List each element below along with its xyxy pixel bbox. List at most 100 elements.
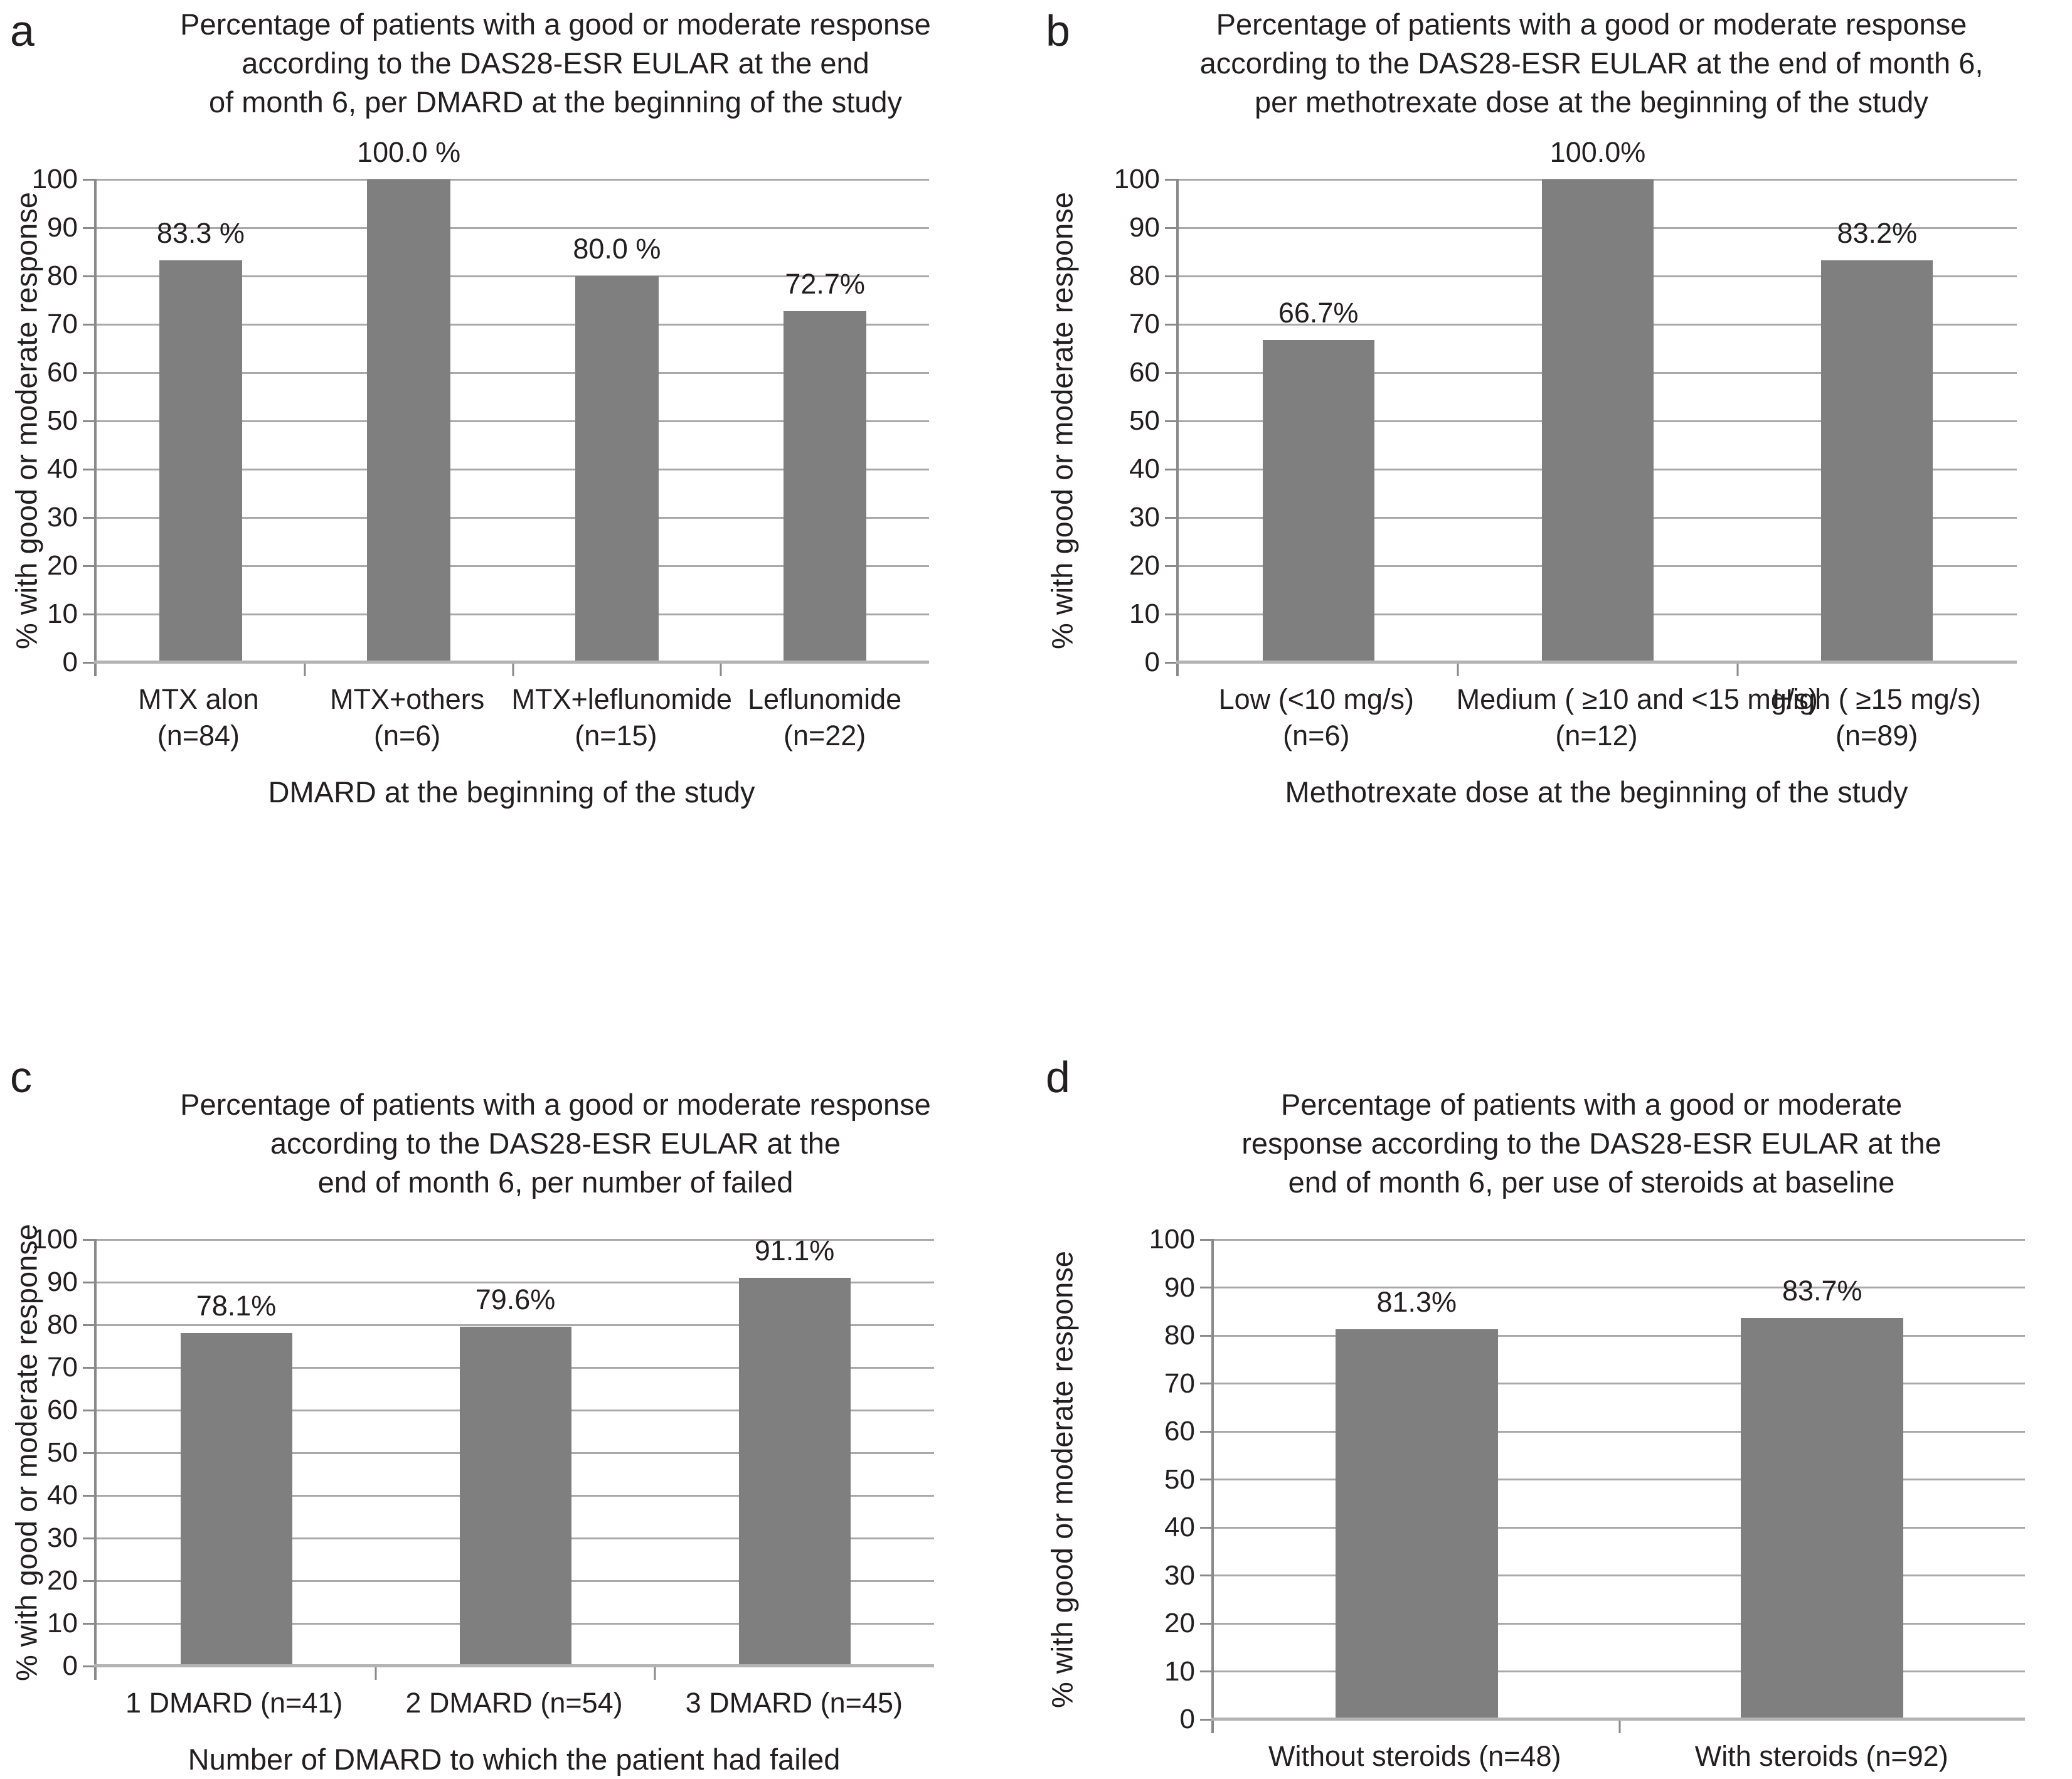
x-tick-mark [375,1666,377,1680]
y-tick-mark [83,178,97,181]
y-tick-mark [83,1409,97,1411]
panel-a: a Percentage of patients with a good or m… [0,0,1036,897]
panel-b: b Percentage of patients with a good or m… [1036,0,2072,897]
gridline [1214,1430,2025,1433]
gridline [1214,1287,2025,1288]
y-tick-mark [83,565,97,567]
category-label-line: (n=89) [1836,720,1918,751]
y-tick-label: 20 [47,1565,78,1596]
y-tick-label: 80 [1164,1320,1195,1351]
category-label: Leflunomide (n=22) [720,681,929,754]
x-axis-baseline [1211,1718,2025,1721]
bar-value-label: 66.7% [1278,297,1359,329]
y-tick-mark [1165,661,1179,664]
bar-value-label: 81.3% [1376,1286,1457,1319]
plot-wrap: % with good or moderate response 0 10 20 30 4… [10,137,929,676]
y-tick-mark [1165,275,1179,277]
y-tick-label: 80 [47,1309,78,1340]
chart-title-line: end of month 6, per number of failed [317,1166,794,1199]
panel-c: c Percentage of patients with a good or m… [0,897,1036,1777]
bar-slot: 83.3 % [97,179,305,662]
y-tick-mark [1200,1526,1214,1529]
y-tick-mark [1165,323,1179,326]
category-label-line: Leflunomide [748,683,902,715]
gridline [97,1281,934,1283]
plot-area: 0 10 20 30 40 50 60 70 80 90 100 83.3 % 100.0 % 80.0 … [32,137,929,676]
bars: 66.7% 100.0% 83.2% [1179,137,2017,662]
category-label-line: MTX alon [138,683,259,715]
y-tick-mark [83,516,97,519]
y-tick-mark [1200,1383,1214,1384]
y-tick-mark [1200,1670,1214,1672]
y-tick-label: 10 [47,598,78,629]
category-label: Medium ( ≥10 and <15 mg/s) (n=12) [1457,681,1818,754]
y-tick-mark [83,275,97,277]
x-tick-mark [512,662,514,676]
y-tick-label: 70 [47,1352,78,1383]
y-tick-mark [1165,178,1179,181]
y-tick-mark [1200,1622,1214,1625]
y-tick-label: 60 [47,1394,78,1425]
category-label: With steroids (n=92) [1618,1738,2026,1775]
panel-d: d Percentage of patients with a good or m… [1036,897,2072,1777]
bar-slot: 80.0 % [513,179,721,662]
bar [575,276,659,662]
y-axis-tail [94,1666,97,1680]
bar [159,260,243,662]
y-tick-mark [1165,468,1179,470]
gridline [1214,1526,2025,1529]
category-label-line: (n=15) [575,720,657,751]
category-row: Low (<10 mg/s) (n=6) Medium ( ≥10 and <15 … [1176,681,2017,754]
y-tick-label: 100 [1113,164,1160,194]
bar [783,311,867,662]
y-tick-mark [83,226,97,229]
gridline [97,226,929,229]
y-tick-mark [83,371,97,374]
y-tick-label: 30 [47,502,78,533]
category-row: Without steroids (n=48) With steroids (n=… [1211,1738,2025,1775]
y-axis-tail [1211,1719,1214,1733]
y-tick-label: 0 [1144,647,1160,677]
x-axis-baseline [1176,661,2017,664]
category-label-line: (n=84) [157,720,240,751]
y-tick-mark [83,1366,97,1369]
y-tick-label: 70 [1129,309,1160,339]
y-tick-label: 0 [62,647,78,677]
category-label: Without steroids (n=48) [1211,1738,1618,1775]
y-tick-label: 100 [31,164,78,194]
panel-letter: a [10,6,35,55]
gridline [97,468,929,470]
y-axis-title: % with good or moderate response [9,1224,43,1682]
bar-value-label: 72.7% [785,268,865,300]
category-label-line: (n=22) [783,720,866,751]
y-axis-tail [1176,662,1179,676]
y-tick-label: 70 [1164,1367,1195,1399]
category-label-line: High ( ≥15 mg/s) [1772,683,1981,715]
bar-value-label: 83.3 % [156,216,245,249]
y-tick-label: 60 [1164,1416,1195,1447]
bar-value-label: 100.0 % [357,136,461,168]
x-axis-baseline [94,661,929,664]
bar-slot: 66.7% [1179,179,1458,662]
x-axis-baseline [94,1664,934,1667]
y-tick-mark [83,1281,97,1283]
y-tick-label: 20 [47,550,78,581]
y-tick-mark [83,1665,97,1667]
y-tick-mark [83,468,97,470]
bar [1541,179,1654,662]
y-tick-mark [1200,1718,1214,1721]
bar [459,1326,571,1666]
gridline [1214,1575,2025,1576]
y-tick-label: 0 [62,1650,78,1681]
y-axis-title: % with good or moderate response [1045,1251,1079,1708]
gridline [1214,1670,2025,1672]
y-tick-label: 90 [47,1267,78,1297]
y-tick-label: 10 [1164,1655,1195,1687]
y-tick-label: 100 [1149,1224,1195,1255]
y-tick-mark [83,323,97,326]
y-axis-tail [94,662,97,676]
bar [1741,1317,1904,1719]
bar-value-label: 80.0 % [573,233,661,265]
